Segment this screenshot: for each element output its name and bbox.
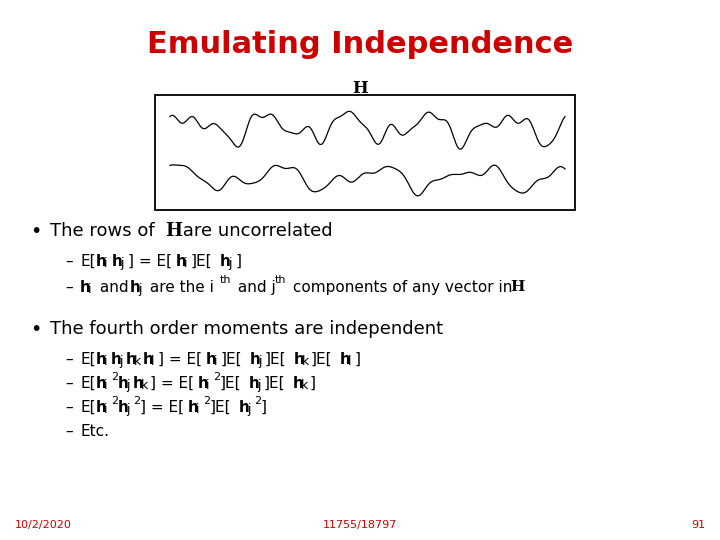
Text: j: j — [126, 403, 130, 416]
Text: i: i — [196, 403, 199, 416]
Text: h: h — [176, 254, 187, 269]
Text: –: – — [65, 254, 73, 269]
Text: h: h — [118, 376, 129, 391]
Text: j: j — [258, 355, 261, 368]
Text: ]: ] — [310, 376, 316, 391]
Text: ] = E[: ] = E[ — [158, 352, 202, 367]
Text: –: – — [65, 376, 73, 391]
Text: h: h — [198, 376, 209, 391]
Text: k: k — [301, 379, 308, 392]
Bar — [155, 95, 575, 210]
Text: h: h — [126, 352, 137, 367]
Text: 2: 2 — [203, 396, 210, 406]
Text: j: j — [120, 257, 124, 270]
Text: 2: 2 — [133, 396, 140, 406]
Text: and j: and j — [233, 280, 276, 295]
Text: The rows of: The rows of — [50, 222, 161, 240]
Text: E[: E[ — [80, 352, 96, 367]
Text: j: j — [228, 257, 232, 270]
Text: h: h — [220, 254, 231, 269]
Text: i: i — [88, 283, 91, 296]
Text: are uncorrelated: are uncorrelated — [177, 222, 333, 240]
Text: h: h — [239, 400, 250, 415]
Text: ] = E[: ] = E[ — [128, 254, 172, 269]
Text: k: k — [302, 355, 310, 368]
Text: ]: ] — [236, 254, 242, 269]
Text: 2: 2 — [254, 396, 261, 406]
Text: Etc.: Etc. — [80, 424, 109, 439]
Text: th: th — [275, 275, 287, 285]
Text: H: H — [352, 80, 368, 97]
Text: ]E[: ]E[ — [264, 376, 286, 391]
Text: 11755/18797: 11755/18797 — [323, 520, 397, 530]
Text: h: h — [294, 352, 305, 367]
Text: ] = E[: ] = E[ — [140, 400, 184, 415]
Text: h: h — [206, 352, 217, 367]
Text: •: • — [30, 222, 41, 241]
Text: –: – — [65, 280, 73, 295]
Text: –: – — [65, 400, 73, 415]
Text: h: h — [130, 280, 141, 295]
Text: j: j — [138, 283, 142, 296]
Text: j: j — [119, 355, 122, 368]
Text: ]: ] — [261, 400, 267, 415]
Text: h: h — [96, 400, 107, 415]
Text: j: j — [257, 379, 261, 392]
Text: h: h — [80, 280, 91, 295]
Text: i: i — [104, 403, 107, 416]
Text: and: and — [95, 280, 133, 295]
Text: h: h — [96, 376, 107, 391]
Text: 2: 2 — [111, 372, 118, 382]
Text: l: l — [151, 355, 155, 368]
Text: l: l — [348, 355, 351, 368]
Text: –: – — [65, 352, 73, 367]
Text: ]E[: ]E[ — [221, 352, 243, 367]
Text: h: h — [133, 376, 144, 391]
Text: h: h — [96, 352, 107, 367]
Text: 2: 2 — [111, 396, 118, 406]
Text: ]E[: ]E[ — [265, 352, 287, 367]
Text: 2: 2 — [213, 372, 220, 382]
Text: i: i — [184, 257, 187, 270]
Text: components of any vector in: components of any vector in — [288, 280, 517, 295]
Text: i: i — [214, 355, 217, 368]
Text: ]E[: ]E[ — [210, 400, 232, 415]
Text: 91: 91 — [691, 520, 705, 530]
Text: h: h — [340, 352, 351, 367]
Text: i: i — [104, 355, 107, 368]
Text: k: k — [141, 379, 148, 392]
Text: 10/2/2020: 10/2/2020 — [15, 520, 72, 530]
Text: h: h — [188, 400, 199, 415]
Text: h: h — [250, 352, 261, 367]
Text: Emulating Independence: Emulating Independence — [147, 30, 573, 59]
Text: h: h — [96, 254, 107, 269]
Text: i: i — [104, 379, 107, 392]
Text: ]E[: ]E[ — [311, 352, 333, 367]
Text: The fourth order moments are independent: The fourth order moments are independent — [50, 320, 443, 338]
Text: i: i — [104, 257, 107, 270]
Text: j: j — [247, 403, 251, 416]
Text: th: th — [220, 275, 232, 285]
Text: ]: ] — [355, 352, 361, 367]
Text: ] = E[: ] = E[ — [150, 376, 194, 391]
Text: E[: E[ — [80, 400, 96, 415]
Text: h: h — [249, 376, 260, 391]
Text: E[: E[ — [80, 254, 96, 269]
Text: h: h — [111, 352, 122, 367]
Text: h: h — [118, 400, 129, 415]
Text: H: H — [165, 222, 182, 240]
Text: ]E[: ]E[ — [191, 254, 212, 269]
Text: k: k — [134, 355, 141, 368]
Text: j: j — [126, 379, 130, 392]
Text: h: h — [112, 254, 123, 269]
Text: i: i — [206, 379, 210, 392]
Text: E[: E[ — [80, 376, 96, 391]
Text: •: • — [30, 320, 41, 339]
Text: ]E[: ]E[ — [220, 376, 242, 391]
Text: h: h — [293, 376, 304, 391]
Text: are the i: are the i — [145, 280, 214, 295]
Text: H: H — [510, 280, 524, 294]
Text: h: h — [143, 352, 154, 367]
Text: –: – — [65, 424, 73, 439]
